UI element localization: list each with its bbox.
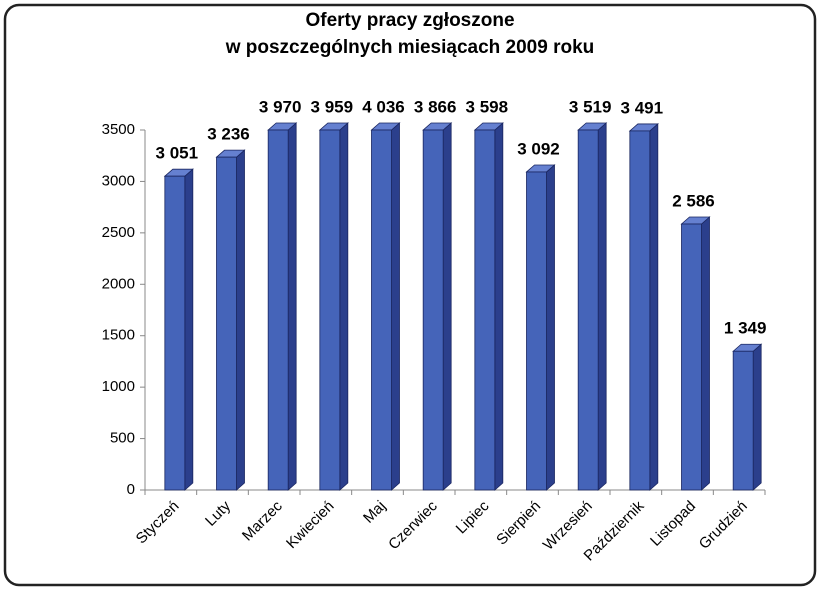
- bar: [681, 223, 702, 491]
- bar: [319, 129, 341, 491]
- y-tick-label: 1500: [102, 327, 135, 344]
- value-label: 1 349: [724, 319, 767, 338]
- value-label: 2 586: [672, 191, 715, 210]
- bar: [216, 156, 237, 491]
- bar-side: [339, 122, 349, 491]
- bar-side: [287, 122, 297, 491]
- bar: [422, 129, 444, 491]
- value-label: 3 051: [156, 144, 199, 163]
- value-label: 3 866: [414, 97, 457, 116]
- bar-side: [391, 122, 400, 491]
- bar-side: [442, 122, 452, 491]
- y-tick-label: 0: [127, 481, 135, 498]
- frame: [3, 3, 817, 587]
- bar: [164, 175, 186, 491]
- value-label: 4 036: [362, 97, 405, 116]
- bar-side: [546, 164, 555, 491]
- bar-side: [494, 122, 504, 491]
- bar-side: [184, 168, 194, 491]
- bar-side: [236, 149, 245, 491]
- y-tick-label: 3000: [102, 172, 135, 189]
- bar-side: [597, 122, 607, 491]
- value-label: 3 092: [517, 139, 560, 158]
- bar: [474, 129, 496, 491]
- bar: [526, 171, 547, 491]
- bar: [371, 129, 392, 491]
- value-label: 3 519: [569, 97, 612, 116]
- bar: [629, 130, 651, 491]
- bar-side: [649, 123, 659, 491]
- value-label: 3 236: [207, 125, 250, 144]
- bar-side: [752, 343, 762, 491]
- value-label: 3 970: [259, 97, 302, 116]
- bar: [267, 129, 289, 491]
- y-tick-label: 1000: [102, 378, 135, 395]
- y-tick-label: 2500: [102, 224, 135, 241]
- value-label: 3 598: [466, 97, 509, 116]
- y-tick-label: 2000: [102, 275, 135, 292]
- value-label: 3 959: [311, 97, 354, 116]
- bar: [732, 350, 754, 491]
- y-tick-label: 500: [110, 430, 135, 447]
- chart-title: w poszczególnych miesiącach 2009 roku: [225, 37, 595, 58]
- bar-side: [701, 216, 710, 491]
- bar: [577, 129, 599, 491]
- value-label: 3 491: [621, 98, 664, 117]
- y-tick-label: 3500: [102, 121, 135, 138]
- chart-title: Oferty pracy zgłoszone: [305, 10, 514, 31]
